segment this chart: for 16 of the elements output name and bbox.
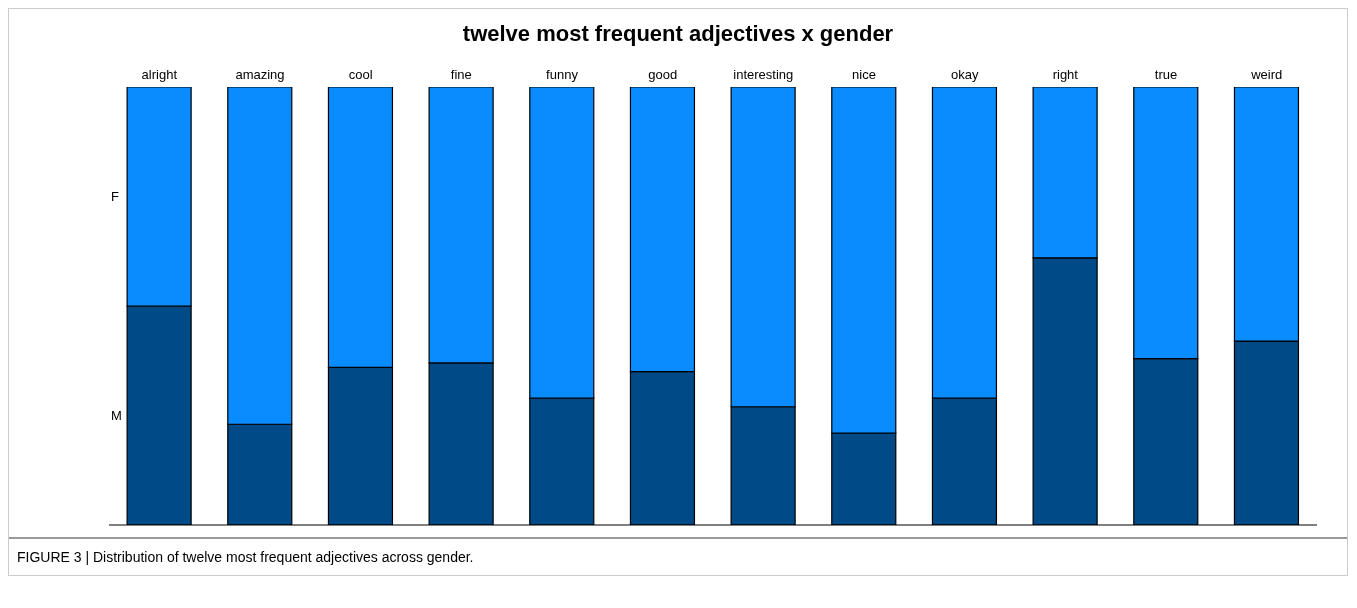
- x-tick-label: fine: [450, 67, 472, 82]
- caption: FIGURE 3 | Distribution of twelve most frequent adjectives across gender.: [9, 537, 1347, 575]
- x-tick-label: nice: [852, 67, 876, 82]
- x-tick-label: alright: [141, 67, 178, 82]
- x-tick-label: amazing: [235, 67, 285, 82]
- x-tick-label: interesting: [733, 67, 794, 82]
- series-label: M: [111, 407, 122, 423]
- x-tick-label: true: [1154, 67, 1178, 82]
- series-label: F: [111, 188, 120, 204]
- x-tick-label: weird: [1250, 67, 1283, 82]
- x-tick-label: funny: [546, 67, 579, 82]
- x-tick-label: right: [1052, 67, 1079, 82]
- chart-title: twelve most frequent adjectives x gender: [461, 20, 895, 47]
- x-tick-label: cool: [348, 67, 373, 82]
- x-tick-label: good: [648, 67, 678, 82]
- x-tick-label: okay: [950, 67, 979, 82]
